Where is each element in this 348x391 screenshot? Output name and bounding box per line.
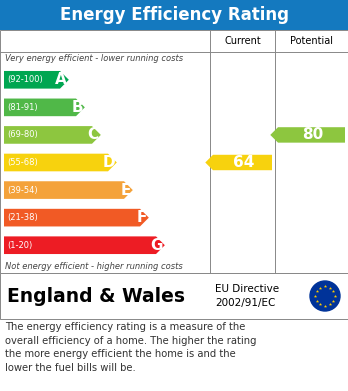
Text: D: D: [102, 155, 115, 170]
Text: EU Directive
2002/91/EC: EU Directive 2002/91/EC: [215, 284, 279, 308]
Text: Energy Efficiency Rating: Energy Efficiency Rating: [60, 6, 288, 24]
Text: The energy efficiency rating is a measure of the
overall efficiency of a home. T: The energy efficiency rating is a measur…: [5, 322, 256, 373]
Bar: [0, 273, 348, 319]
Polygon shape: [4, 126, 101, 144]
Text: 64: 64: [232, 155, 254, 170]
Text: (81-91): (81-91): [7, 103, 38, 112]
Text: Potential: Potential: [290, 36, 333, 46]
Polygon shape: [4, 237, 165, 254]
Text: 80: 80: [302, 127, 323, 142]
Text: (69-80): (69-80): [7, 131, 38, 140]
Text: F: F: [136, 210, 147, 225]
Polygon shape: [4, 154, 117, 171]
Text: G: G: [150, 238, 163, 253]
Text: England & Wales: England & Wales: [7, 287, 185, 305]
Polygon shape: [4, 181, 133, 199]
Text: Not energy efficient - higher running costs: Not energy efficient - higher running co…: [5, 262, 183, 271]
Text: Very energy efficient - lower running costs: Very energy efficient - lower running co…: [5, 54, 183, 63]
Polygon shape: [4, 71, 69, 89]
Text: (55-68): (55-68): [7, 158, 38, 167]
Polygon shape: [4, 99, 85, 116]
Text: Current: Current: [224, 36, 261, 46]
Text: (21-38): (21-38): [7, 213, 38, 222]
Bar: [0, 0, 348, 30]
Text: E: E: [120, 183, 131, 197]
Text: B: B: [71, 100, 83, 115]
Polygon shape: [205, 155, 272, 170]
Text: (1-20): (1-20): [7, 241, 32, 250]
Text: A: A: [55, 72, 67, 87]
Polygon shape: [270, 127, 345, 143]
Text: C: C: [88, 127, 99, 142]
Circle shape: [310, 281, 340, 311]
Text: (39-54): (39-54): [7, 186, 38, 195]
Polygon shape: [4, 209, 149, 226]
Bar: [0, 30, 348, 273]
Text: (92-100): (92-100): [7, 75, 43, 84]
